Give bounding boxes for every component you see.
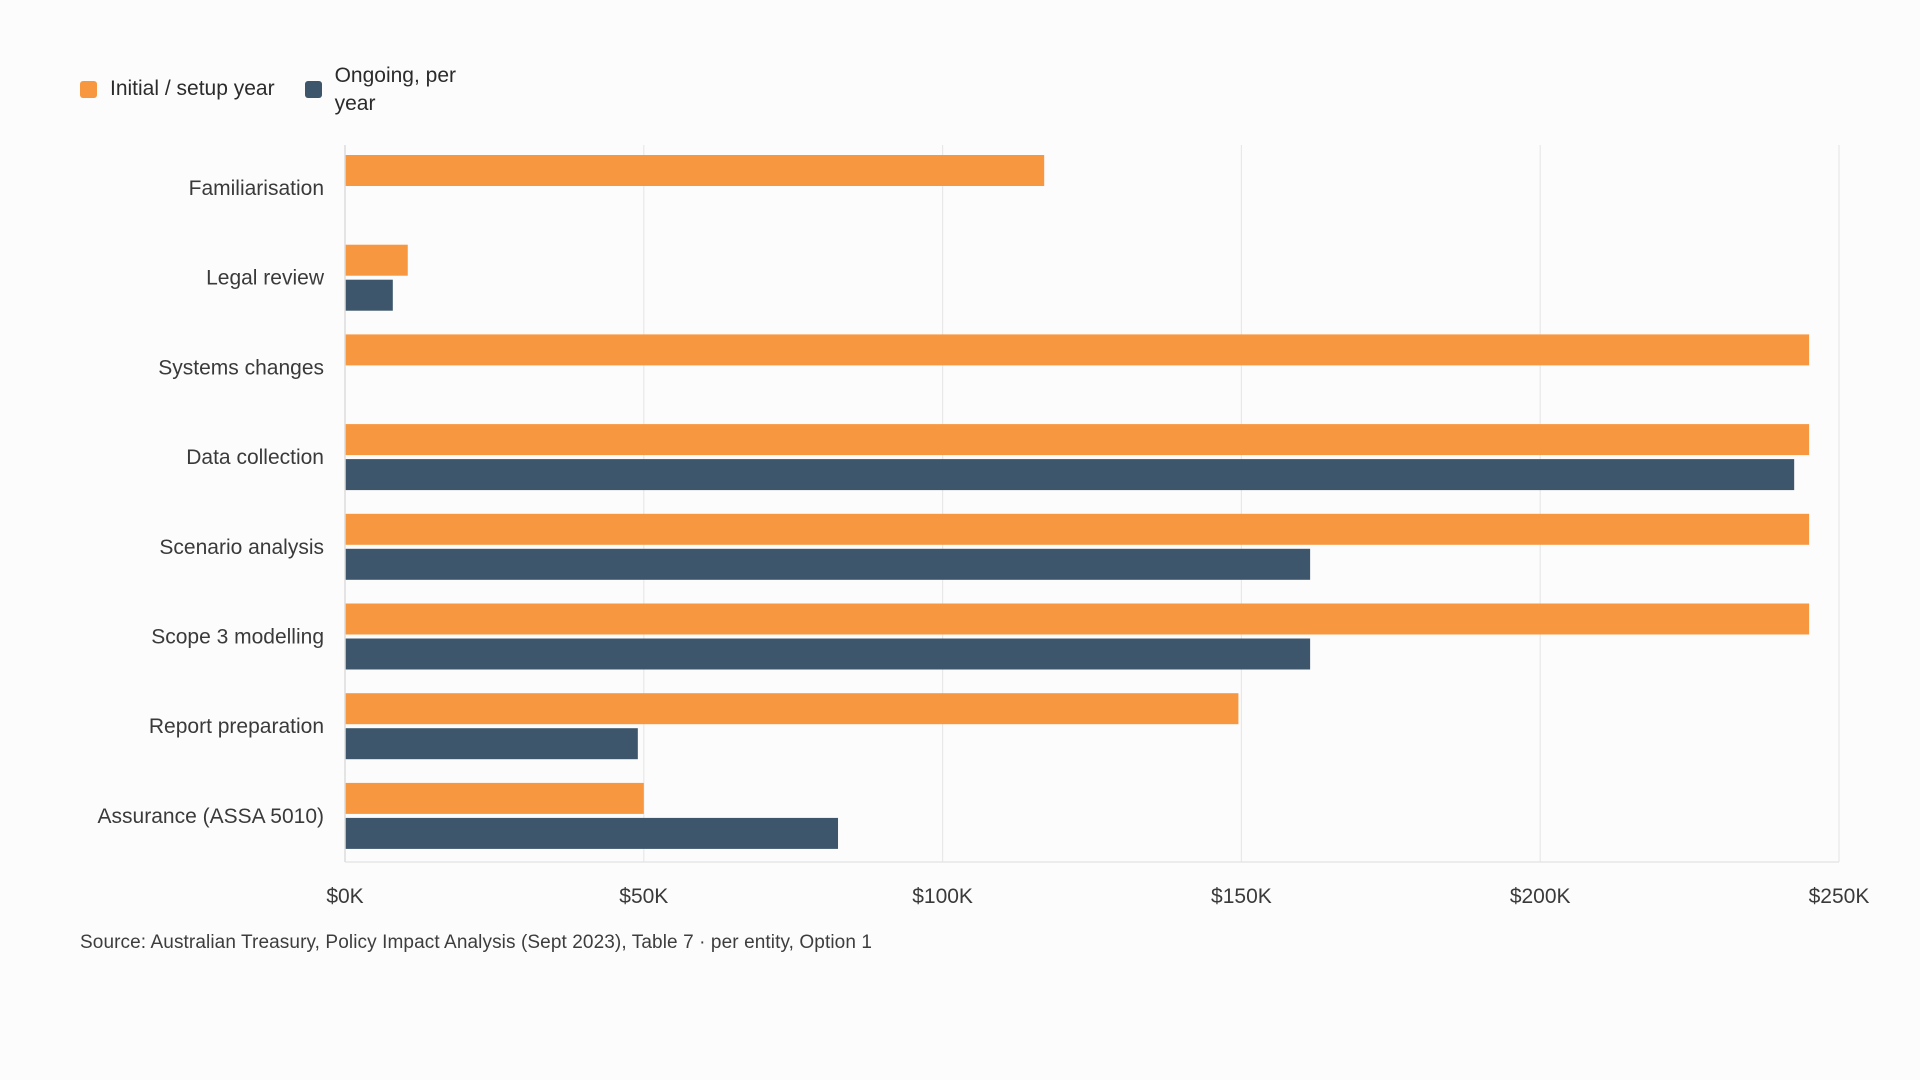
bar-report-preparation-initial[interactable] <box>345 693 1239 725</box>
bar-data-collection-initial[interactable] <box>345 424 1810 456</box>
x-tick-label: $0K <box>326 885 363 908</box>
category-label-scenario-analysis: Scenario analysis <box>159 536 324 559</box>
x-tick-label: $200K <box>1510 885 1571 908</box>
bar-report-preparation-ongoing[interactable] <box>345 728 638 760</box>
legend-label-initial: Initial / setup year <box>110 77 275 100</box>
bars <box>345 155 1810 849</box>
bar-scenario-analysis-ongoing[interactable] <box>345 548 1311 580</box>
source-note: Source: Australian Treasury, Policy Impa… <box>80 932 873 953</box>
bar-assurance-assa-5010-initial[interactable] <box>345 782 644 814</box>
category-label-systems-changes: Systems changes <box>158 356 324 379</box>
legend: Initial / setup year Ongoing, per year <box>80 62 480 118</box>
x-tick-label: $100K <box>912 885 973 908</box>
bar-scenario-analysis-initial[interactable] <box>345 513 1810 545</box>
legend-swatch-ongoing <box>304 81 322 98</box>
legend-item-initial[interactable]: Initial / setup year <box>80 62 275 103</box>
bar-legal-review-ongoing[interactable] <box>345 279 393 311</box>
x-tick-label: $50K <box>619 885 668 908</box>
x-tick-label: $250K <box>1809 885 1870 908</box>
legend-swatch-initial <box>80 81 97 98</box>
category-label-familiarisation: Familiarisation <box>189 177 324 200</box>
category-label-report-preparation: Report preparation <box>149 715 324 738</box>
bar-data-collection-ongoing[interactable] <box>345 459 1795 491</box>
labels: $0K $50K $100K $150K $200K $250K Familiarisati… <box>98 177 1870 908</box>
legend-item-ongoing[interactable]: Ongoing, per year <box>304 62 480 118</box>
category-label-scope-3-modelling: Scope 3 modelling <box>151 626 324 649</box>
grid-lines <box>643 145 1840 862</box>
category-label-data-collection: Data collection <box>186 446 324 469</box>
bar-assurance-assa-5010-ongoing[interactable] <box>345 817 839 849</box>
bar-scope-3-modelling-initial[interactable] <box>345 603 1810 635</box>
category-label-assurance-assa-5010: Assurance (ASSA 5010) <box>98 805 324 828</box>
bar-scope-3-modelling-ongoing[interactable] <box>345 638 1311 670</box>
axes <box>344 145 1839 863</box>
bar-familiarisation-initial[interactable] <box>345 155 1045 186</box>
x-tick-label: $150K <box>1211 885 1272 908</box>
bar-systems-changes-initial[interactable] <box>345 334 1810 366</box>
legend-label-ongoing: Ongoing, per year <box>334 64 457 115</box>
bar-legal-review-initial[interactable] <box>345 244 408 276</box>
category-label-legal-review: Legal review <box>206 267 325 290</box>
